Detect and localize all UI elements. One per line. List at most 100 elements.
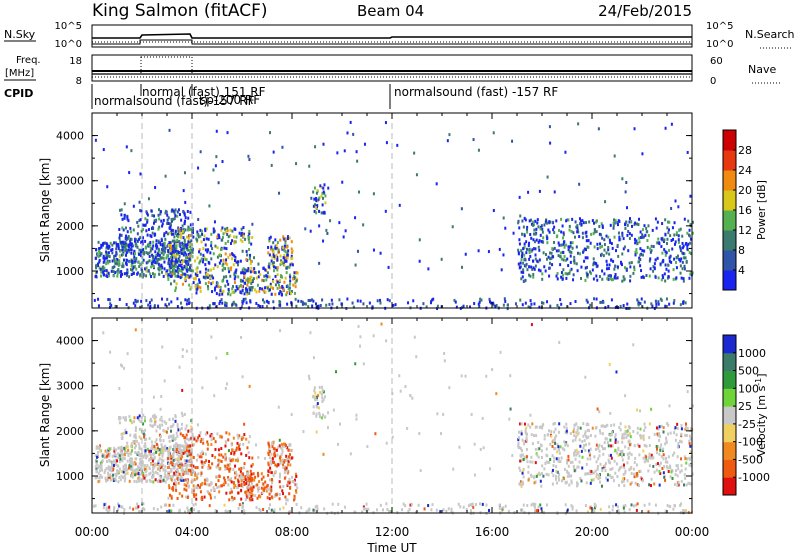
echo-cell bbox=[684, 433, 687, 437]
echo-cell bbox=[282, 237, 285, 241]
echo-cell bbox=[354, 510, 357, 514]
echo-cell bbox=[565, 219, 568, 223]
echo-cell bbox=[543, 433, 546, 437]
echo-cell bbox=[646, 245, 649, 249]
echo-cell bbox=[517, 441, 520, 445]
echo-cell bbox=[229, 491, 232, 495]
echo-cell bbox=[272, 300, 275, 304]
echo-cell bbox=[593, 509, 596, 513]
echo-cell bbox=[534, 425, 537, 429]
echo-cell bbox=[617, 483, 620, 487]
echo-cell bbox=[148, 259, 151, 263]
echo-cell bbox=[624, 431, 627, 435]
echo-cell bbox=[152, 480, 155, 484]
echo-cell bbox=[609, 438, 612, 442]
echo-cell bbox=[546, 236, 549, 240]
echo-cell bbox=[163, 232, 166, 236]
echo-cell bbox=[176, 496, 179, 500]
echo-cell bbox=[567, 218, 570, 222]
echo-cell bbox=[610, 278, 613, 282]
echo-cell bbox=[532, 238, 535, 242]
echo-cell bbox=[655, 305, 658, 309]
echo-cell bbox=[175, 242, 178, 246]
echo-cell bbox=[315, 412, 318, 416]
echo-cell bbox=[284, 467, 287, 471]
echo-cell bbox=[683, 217, 686, 221]
echo-cell bbox=[188, 245, 191, 249]
echo-cell bbox=[173, 239, 176, 243]
echo-cell bbox=[239, 238, 242, 242]
echo-cell bbox=[533, 302, 536, 306]
echo-cell bbox=[580, 479, 583, 483]
echo-cell bbox=[658, 434, 661, 438]
echo-cell bbox=[273, 453, 276, 457]
echo-cell bbox=[138, 418, 141, 422]
echo-cell bbox=[121, 447, 124, 451]
echo-cell bbox=[184, 427, 187, 431]
echo-cell bbox=[683, 509, 686, 513]
echo-cell bbox=[218, 261, 221, 265]
echo-cell bbox=[670, 239, 673, 243]
echo-cell bbox=[625, 436, 628, 440]
echo-cell bbox=[531, 460, 534, 464]
echo-cell bbox=[572, 273, 575, 277]
echo-cell bbox=[620, 480, 623, 484]
echo-cell bbox=[191, 250, 194, 254]
echo-cell bbox=[537, 245, 540, 249]
echo-cell bbox=[161, 224, 164, 228]
echo-cell bbox=[234, 240, 237, 244]
echo-cell bbox=[164, 472, 167, 476]
echo-cell bbox=[312, 356, 315, 360]
echo-cell bbox=[117, 502, 120, 506]
echo-cell bbox=[553, 421, 556, 425]
echo-cell bbox=[621, 449, 624, 453]
echo-cell bbox=[612, 226, 615, 230]
echo-cell bbox=[678, 228, 681, 232]
echo-cell bbox=[241, 271, 244, 275]
echo-cell bbox=[553, 456, 556, 460]
echo-cell bbox=[241, 506, 244, 510]
echo-cell bbox=[195, 267, 198, 271]
echo-cell bbox=[190, 455, 193, 459]
echo-cell bbox=[237, 260, 240, 264]
echo-cell bbox=[174, 214, 177, 218]
echo-cell bbox=[492, 303, 495, 307]
echo-cell bbox=[681, 234, 684, 238]
echo-cell bbox=[639, 230, 642, 234]
echo-cell bbox=[181, 478, 184, 482]
echo-cell bbox=[666, 237, 669, 241]
echo-cell bbox=[127, 448, 130, 452]
echo-cell bbox=[658, 470, 661, 474]
echo-cell bbox=[325, 228, 328, 232]
nave-tick-bottom: 0 bbox=[710, 76, 716, 87]
echo-cell bbox=[270, 471, 273, 475]
echo-cell bbox=[566, 474, 569, 478]
echo-cell bbox=[629, 265, 632, 269]
echo-cell bbox=[684, 467, 687, 471]
echo-cell bbox=[645, 459, 648, 463]
echo-cell bbox=[296, 486, 299, 490]
echo-cell bbox=[162, 245, 165, 249]
echo-cell bbox=[599, 233, 602, 237]
echo-cell bbox=[179, 264, 182, 268]
echo-cell bbox=[628, 468, 631, 472]
echo-cell bbox=[528, 265, 531, 269]
echo-cell bbox=[616, 221, 619, 225]
echo-cell bbox=[567, 264, 570, 268]
echo-cell bbox=[614, 305, 617, 309]
echo-cell bbox=[221, 290, 224, 294]
echo-cell bbox=[115, 247, 118, 251]
echo-cell bbox=[553, 436, 556, 440]
echo-cell bbox=[575, 262, 578, 266]
echo-cell bbox=[129, 460, 132, 464]
echo-cell bbox=[519, 459, 522, 463]
echo-cell bbox=[236, 459, 239, 463]
echo-cell bbox=[155, 447, 158, 451]
echo-cell bbox=[229, 253, 232, 257]
echo-cell bbox=[664, 232, 667, 236]
echo-cell bbox=[569, 460, 572, 464]
echo-cell bbox=[560, 302, 563, 306]
echo-cell bbox=[287, 459, 290, 463]
echo-cell bbox=[204, 452, 207, 456]
